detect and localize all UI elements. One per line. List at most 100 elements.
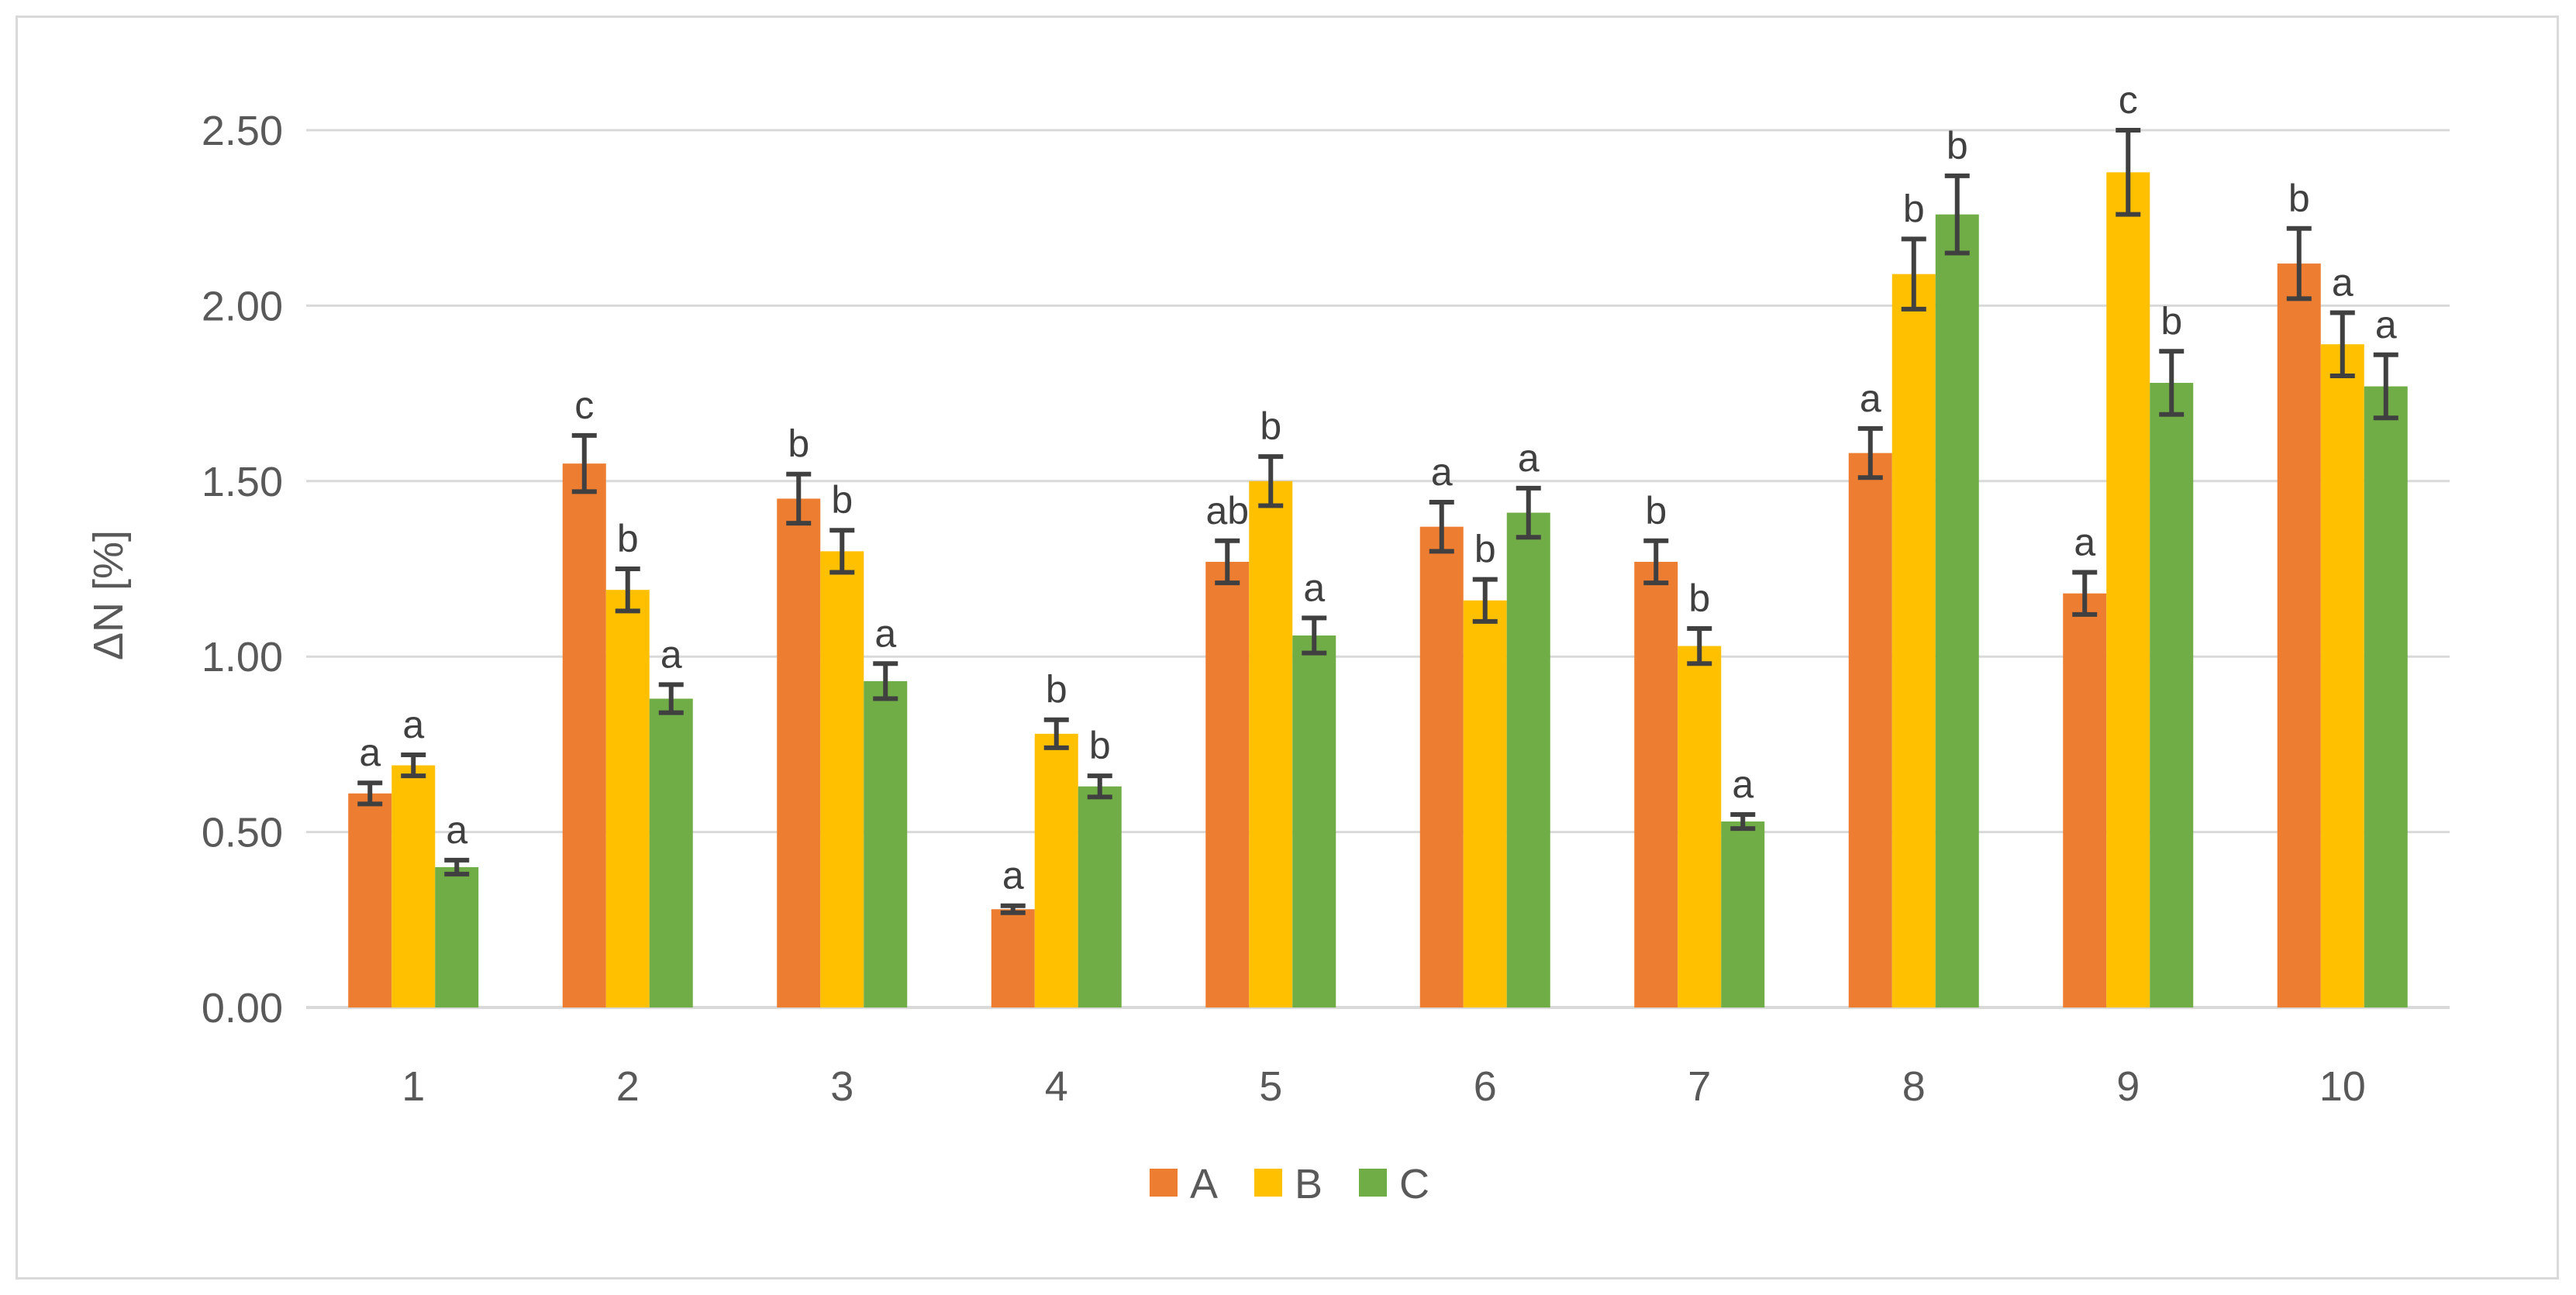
bar xyxy=(391,765,436,1007)
error-bar xyxy=(1901,236,1926,312)
significance-letter: a xyxy=(1860,377,1881,420)
x-tick-label: 1 xyxy=(402,1063,425,1110)
significance-letter: b xyxy=(1046,668,1067,711)
x-tick-label: 3 xyxy=(830,1063,853,1110)
bar xyxy=(2150,383,2194,1007)
error-bar xyxy=(1944,173,1970,256)
bar xyxy=(777,498,821,1007)
bar xyxy=(2106,172,2150,1008)
bar xyxy=(1848,453,1892,1007)
significance-letter: b xyxy=(1645,489,1667,532)
bar xyxy=(2277,263,2321,1008)
significance-letter: a xyxy=(2074,521,2095,564)
bar xyxy=(991,909,1035,1007)
significance-letter: c xyxy=(2119,78,2138,122)
legend-label: C xyxy=(1399,1161,1429,1207)
error-bar xyxy=(2159,349,2185,417)
significance-letter: c xyxy=(574,384,594,427)
error-bar xyxy=(357,780,383,807)
bar xyxy=(348,793,392,1007)
bar xyxy=(605,590,650,1007)
legend-label: A xyxy=(1190,1161,1218,1207)
significance-letter: a xyxy=(1518,436,1540,480)
x-tick-label: 2 xyxy=(616,1063,640,1110)
error-bar xyxy=(1857,425,1883,480)
y-tick-label: 0.50 xyxy=(202,810,283,856)
error-bar xyxy=(1730,811,1756,832)
significance-letter: b xyxy=(1688,577,1710,620)
bar xyxy=(1078,786,1122,1007)
significance-letter: b xyxy=(1089,724,1111,767)
bar xyxy=(1292,635,1336,1007)
x-axis-ticks: 1 2 3 4 5 6 7 8 9 10 xyxy=(402,1063,2366,1110)
bar xyxy=(1678,646,1722,1007)
x-tick-label: 10 xyxy=(2319,1063,2366,1110)
significance-letter: b xyxy=(617,517,639,560)
x-tick-label: 4 xyxy=(1045,1063,1068,1110)
bar xyxy=(1205,561,1250,1007)
y-tick-label: 2.50 xyxy=(202,108,283,154)
y-tick-label: 0.00 xyxy=(202,985,283,1032)
legend: A B C xyxy=(1150,1161,1429,1207)
error-bar xyxy=(1302,615,1327,656)
error-bar xyxy=(2373,352,2398,421)
error-bar xyxy=(786,471,812,526)
bar xyxy=(1506,512,1550,1007)
y-axis-label: ΔN [%] xyxy=(85,530,132,660)
error-bar xyxy=(658,682,684,715)
bar xyxy=(864,680,908,1007)
error-bar xyxy=(873,661,898,701)
significance-letter: a xyxy=(2332,260,2354,304)
legend-swatch xyxy=(1150,1169,1178,1197)
error-bar xyxy=(829,528,855,575)
bar xyxy=(2063,593,2107,1007)
error-bar xyxy=(1215,538,1240,586)
bar xyxy=(1419,526,1464,1007)
x-tick-label: 7 xyxy=(1688,1063,1711,1110)
legend-label: B xyxy=(1295,1161,1322,1207)
error-bar xyxy=(615,567,640,614)
y-axis-ticks: 0.00 0.50 1.00 1.50 2.00 2.50 xyxy=(202,108,283,1032)
error-bar xyxy=(2072,570,2098,617)
error-bar xyxy=(1472,577,1498,624)
significance-letter: a xyxy=(2375,303,2397,346)
significance-letter: b xyxy=(1260,405,1281,448)
bar xyxy=(1463,600,1507,1007)
significance-letter: a xyxy=(1002,854,1024,897)
error-bar xyxy=(1043,717,1069,750)
bar xyxy=(1249,480,1293,1007)
legend-swatch xyxy=(1359,1169,1387,1197)
error-bar xyxy=(2116,128,2141,217)
error-bar xyxy=(401,752,426,779)
significance-letter: b xyxy=(2160,299,2182,343)
bar xyxy=(1721,821,1765,1007)
significance-letter: b xyxy=(831,478,853,522)
bar xyxy=(1034,733,1078,1007)
significance-letter: a xyxy=(874,611,896,655)
bar xyxy=(1891,274,1936,1007)
legend-swatch xyxy=(1254,1169,1282,1197)
x-tick-label: 9 xyxy=(2116,1063,2140,1110)
significance-letter: a xyxy=(359,731,381,774)
error-bar xyxy=(1516,485,1541,540)
error-bar xyxy=(1087,773,1112,800)
significance-letter: b xyxy=(1474,528,1496,571)
bars xyxy=(348,172,2408,1008)
bar xyxy=(649,698,693,1007)
bar xyxy=(1935,214,1979,1007)
significance-letter: a xyxy=(402,703,424,746)
x-tick-label: 5 xyxy=(1259,1063,1282,1110)
significance-letter: b xyxy=(788,422,809,466)
error-bar xyxy=(1643,538,1669,586)
significance-letter: a xyxy=(660,632,682,676)
error-bar xyxy=(1258,454,1284,508)
error-bar xyxy=(444,857,470,877)
bar xyxy=(1634,561,1678,1007)
error-bar xyxy=(1687,625,1712,666)
error-bar xyxy=(1429,499,1454,554)
significance-letter: b xyxy=(1903,187,1925,230)
x-tick-label: 8 xyxy=(1902,1063,1926,1110)
y-tick-label: 1.50 xyxy=(202,459,283,505)
x-tick-label: 6 xyxy=(1474,1063,1497,1110)
